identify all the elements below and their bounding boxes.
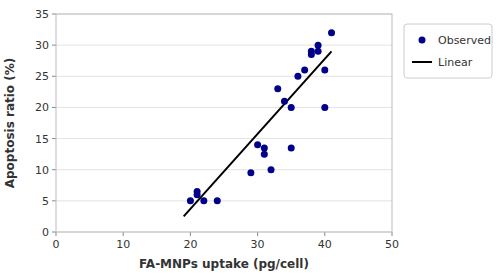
data-point xyxy=(321,104,328,111)
legend-box xyxy=(404,24,492,78)
tick-label: 25 xyxy=(35,70,49,83)
tick-mark xyxy=(52,76,56,77)
data-point xyxy=(315,48,322,55)
data-point xyxy=(321,67,328,74)
data-point xyxy=(268,166,275,173)
tick-label: 5 xyxy=(42,195,49,208)
tick-label: 0 xyxy=(42,226,49,239)
tick-mark xyxy=(52,138,56,139)
plot-marks xyxy=(184,29,335,216)
tick-label: 40 xyxy=(318,238,332,251)
x-axis: 0 10 20 30 40 50 xyxy=(53,232,400,251)
data-point xyxy=(294,73,301,80)
tick-mark xyxy=(52,107,56,108)
tick-label: 30 xyxy=(35,39,49,52)
tick-label: 0 xyxy=(53,238,60,251)
plot-frame xyxy=(56,14,392,232)
y-axis: 0 5 10 15 20 25 30 35 xyxy=(35,8,392,239)
data-point xyxy=(254,141,261,148)
data-point xyxy=(301,67,308,74)
legend-swatch xyxy=(419,37,426,44)
tick-mark xyxy=(190,232,191,236)
tick-mark xyxy=(324,232,325,236)
tick-label: 35 xyxy=(35,8,49,21)
tick-label: 10 xyxy=(116,238,130,251)
tick-mark xyxy=(123,232,124,236)
data-point xyxy=(281,98,288,105)
data-point xyxy=(288,104,295,111)
grid-line xyxy=(56,138,392,139)
data-point xyxy=(288,144,295,151)
tick-label: 30 xyxy=(251,238,265,251)
legend-swatch xyxy=(412,61,432,63)
x-axis-label: FA-MNPs uptake (pg/cell) xyxy=(139,257,309,271)
data-point xyxy=(274,85,281,92)
data-point xyxy=(187,197,194,204)
tick-label: 50 xyxy=(385,238,399,251)
tick-mark xyxy=(52,200,56,201)
data-point xyxy=(308,48,315,55)
grid-line xyxy=(56,107,392,108)
data-point xyxy=(194,191,201,198)
data-point xyxy=(247,169,254,176)
grid-line xyxy=(56,45,392,46)
data-point xyxy=(261,151,268,158)
legend: Observed Linear xyxy=(404,24,492,78)
tick-mark xyxy=(56,232,57,236)
tick-mark xyxy=(392,232,393,236)
data-point xyxy=(214,197,221,204)
data-point xyxy=(315,42,322,49)
data-point xyxy=(328,29,335,36)
data-point xyxy=(200,197,207,204)
legend-label: Linear xyxy=(438,56,473,69)
legend-label: Observed xyxy=(438,34,491,47)
tick-mark xyxy=(52,45,56,46)
tick-mark xyxy=(52,232,56,233)
tick-label: 20 xyxy=(183,238,197,251)
y-axis-label: Apoptosis ratio (%) xyxy=(3,58,17,189)
grid-line xyxy=(56,76,392,77)
tick-label: 10 xyxy=(35,164,49,177)
tick-mark xyxy=(257,232,258,236)
regression-line xyxy=(184,51,332,216)
grid-line xyxy=(56,200,392,201)
chart-container: 0 5 10 15 20 25 30 35 0 10 20 30 40 50 FA-MNPs uptake … xyxy=(0,0,500,276)
tick-label: 20 xyxy=(35,101,49,114)
tick-label: 15 xyxy=(35,133,49,146)
chart-svg: 0 5 10 15 20 25 30 35 0 10 20 30 40 50 FA-MNPs uptake … xyxy=(0,0,500,276)
tick-mark xyxy=(52,14,56,15)
tick-mark xyxy=(52,169,56,170)
data-point xyxy=(261,144,268,151)
